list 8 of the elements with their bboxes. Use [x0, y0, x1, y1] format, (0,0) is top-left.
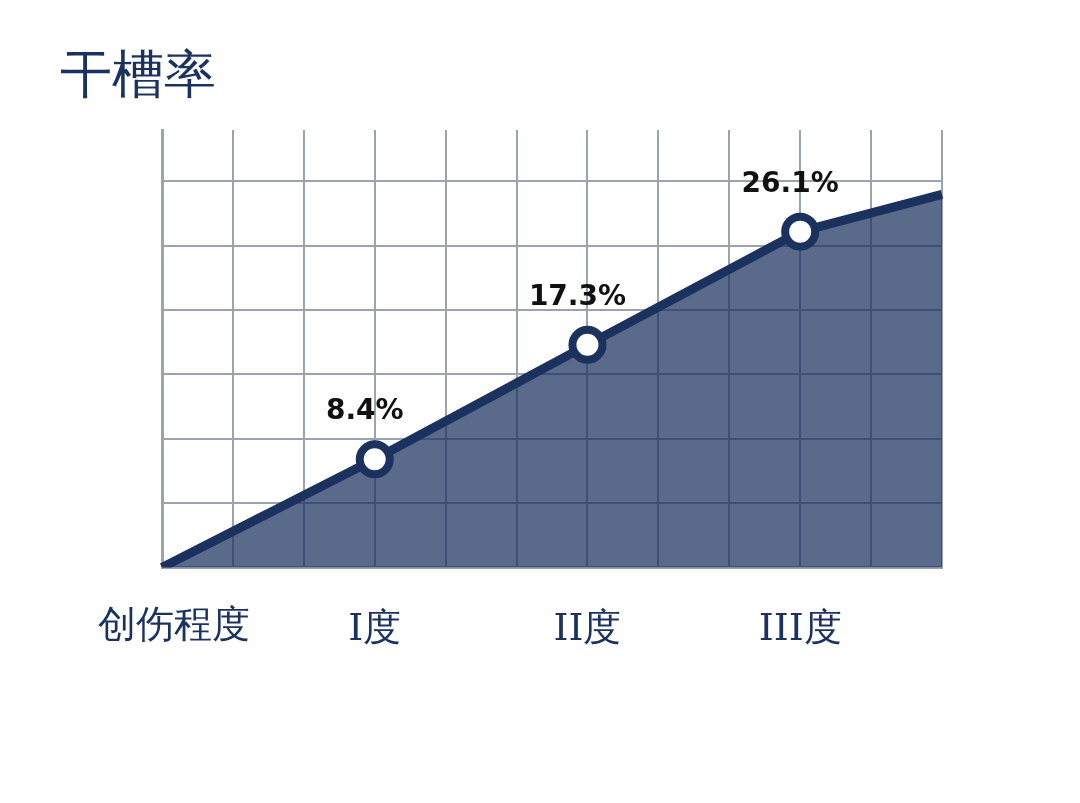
x-tick-label: II度	[553, 605, 622, 650]
x-tick-label: III度	[758, 605, 842, 650]
x-tick-label: I度	[348, 605, 402, 650]
data-label: 17.3%	[528, 278, 627, 312]
chart-title: 干槽率	[60, 43, 216, 106]
data-label: 26.1%	[741, 165, 839, 199]
x-axis-title: 创伤程度	[98, 602, 250, 647]
data-label: 8.4%	[325, 393, 404, 427]
